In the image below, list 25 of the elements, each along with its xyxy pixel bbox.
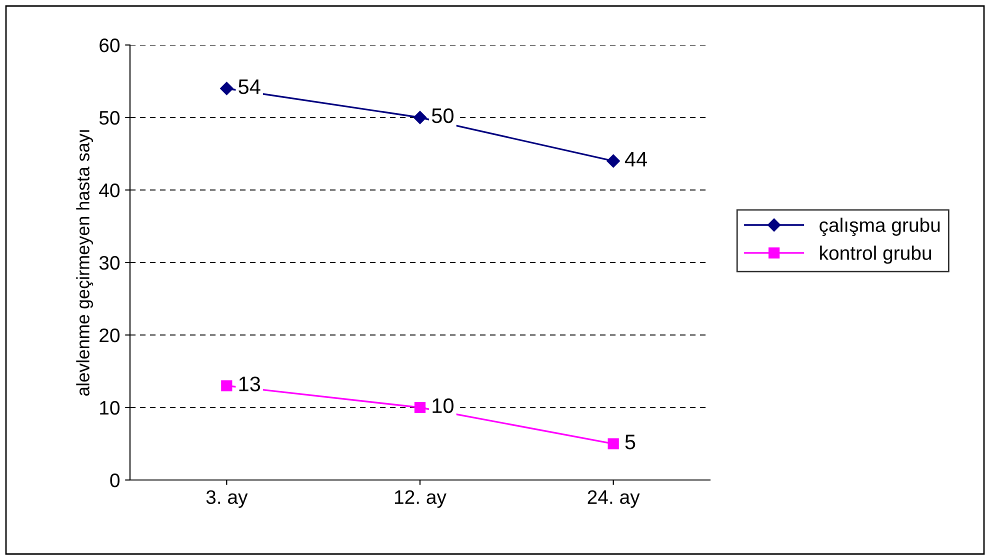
legend-label: kontrol grubu	[820, 246, 931, 264]
data-label: 13	[239, 376, 260, 392]
x-tick-label: 12. ay	[395, 490, 446, 508]
y-tick-label: 20	[100, 328, 120, 342]
data-label: 44	[624, 152, 648, 166]
y-tick-label: 60	[100, 38, 120, 52]
y-tick-label: 0	[110, 473, 120, 488]
data-label: 54	[238, 80, 260, 94]
point	[606, 154, 620, 168]
point	[221, 380, 232, 392]
legend-label: çalışma grubu	[820, 218, 940, 236]
y-tick-label: 50	[99, 110, 120, 125]
data-label: 50	[432, 108, 454, 124]
point	[414, 402, 426, 414]
data-label: 10	[432, 398, 454, 414]
y-tick-label: 40	[99, 183, 120, 198]
point	[413, 110, 427, 124]
point	[608, 438, 619, 450]
x-tick-label: 24. ay	[588, 490, 640, 508]
x-tick-label: 3. ay	[206, 490, 248, 508]
point	[220, 82, 234, 96]
data-label: 5	[625, 434, 636, 450]
y-tick-label: 30	[99, 256, 120, 270]
y-tick-label: 10	[100, 400, 120, 415]
y-axis-title: alevlenme geçirmeyen hasta sayı	[76, 130, 94, 396]
